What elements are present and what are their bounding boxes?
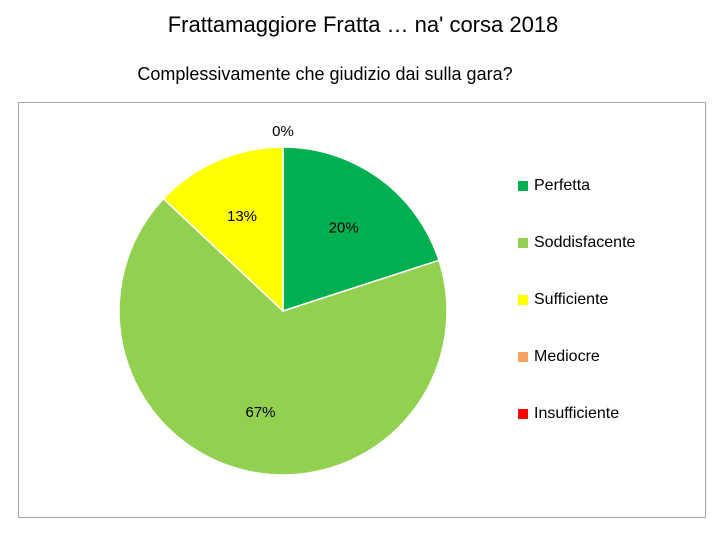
legend-label-insufficiente: Insufficiente [534, 405, 620, 422]
legend: Perfetta Soddisfacente Sufficiente Mediocre… [518, 172, 635, 457]
slide-title: Frattamaggiore Fratta … na' corsa 2018 [167, 12, 559, 37]
legend-swatch-mediocre [518, 352, 528, 362]
legend-swatch-sufficiente [518, 295, 528, 305]
pie-slice-perfetta [282, 146, 440, 313]
legend-swatch-soddisfacente [518, 238, 528, 248]
legend-item-mediocre: Mediocre [518, 343, 635, 371]
data-label-insufficiente: 0% [272, 123, 294, 140]
legend-item-insufficiente: Insufficiente [518, 400, 635, 428]
data-label-soddisfacente: 67% [245, 404, 275, 421]
data-label-perfetta: 20% [329, 219, 359, 236]
legend-item-soddisfacente: Soddisfacente [518, 229, 635, 257]
legend-swatch-perfetta [518, 181, 528, 191]
pie-slice-soddisfacente [118, 197, 448, 476]
legend-label-soddisfacente: Soddisfacente [534, 234, 636, 251]
legend-item-sufficiente: Sufficiente [518, 286, 635, 314]
data-label-sufficiente: 13% [227, 208, 257, 225]
legend-label-sufficiente: Sufficiente [534, 291, 609, 308]
legend-item-perfetta: Perfetta [518, 172, 635, 200]
pie-slice-sufficiente [162, 146, 284, 313]
legend-label-mediocre: Mediocre [534, 348, 600, 365]
legend-label-perfetta: Perfetta [534, 177, 591, 194]
chart-title: Complessivamente che giudizio dai sulla … [137, 64, 513, 84]
chart-frame [18, 102, 706, 518]
legend-swatch-insufficiente [518, 409, 528, 419]
